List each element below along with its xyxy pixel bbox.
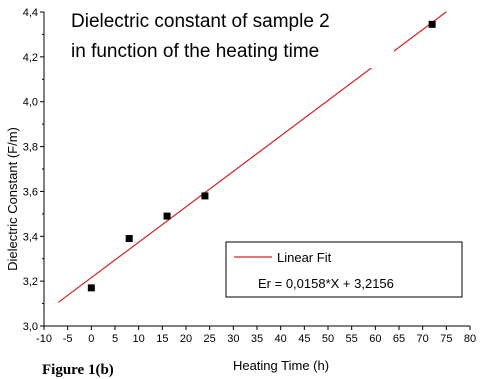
x-tick-label: -5 [63, 333, 73, 345]
y-axis: 3,0 3,2 3,4 3,6 3,8 4,0 4,2 4,4 [23, 7, 44, 333]
x-tick-label: -10 [36, 333, 52, 345]
x-tick-label: 25 [204, 333, 216, 345]
y-tick-label: 4,4 [23, 7, 38, 19]
x-axis-title: Heating Time (h) [233, 358, 329, 373]
x-tick-label: 35 [251, 333, 263, 345]
x-tick-label: 70 [417, 333, 429, 345]
legend-label-linear-fit: Linear Fit [277, 250, 332, 265]
legend-label-equation: Er = 0,0158*X + 3,2156 [258, 276, 394, 291]
x-tick-label: 10 [133, 333, 145, 345]
x-tick-label: 75 [440, 333, 452, 345]
data-point [125, 235, 133, 243]
y-tick-label: 4,0 [23, 97, 38, 109]
x-tick-label: 60 [369, 333, 381, 345]
x-tick-label: 40 [275, 333, 287, 345]
x-tick-label: 80 [464, 333, 476, 345]
y-tick-label: 3,4 [23, 231, 38, 243]
x-tick-label: 55 [346, 333, 358, 345]
x-tick-label: 50 [322, 333, 334, 345]
data-point [428, 20, 436, 28]
x-tick-label: 20 [180, 333, 192, 345]
x-tick-label: 5 [112, 333, 118, 345]
x-tick-label: 0 [88, 333, 94, 345]
x-tick-label: 45 [298, 333, 310, 345]
y-axis-title: Dielectric Constant (F/m) [5, 127, 20, 271]
figure-caption: Figure 1(b) [42, 362, 114, 378]
legend-box [225, 241, 463, 298]
y-tick-label: 3,6 [23, 186, 38, 198]
chart-title-line-2: in function of the heating time [71, 41, 319, 62]
y-tick-label: 3,2 [23, 276, 38, 288]
title-background [64, 4, 394, 68]
legend: Linear Fit Er = 0,0158*X + 3,2156 [225, 241, 463, 298]
chart-title-line-1: Dielectric constant of sample 2 [71, 11, 330, 32]
data-point [201, 192, 209, 200]
data-points-layer [87, 20, 436, 292]
y-tick-label: 4,2 [23, 52, 38, 64]
x-tick-label: 15 [156, 333, 168, 345]
data-point [87, 284, 95, 292]
x-tick-label: 30 [227, 333, 239, 345]
data-point [163, 212, 171, 220]
y-tick-label: 3,0 [23, 321, 38, 333]
x-axis: -10 -5 0 5 10 15 20 25 30 35 40 45 50 55 60 65 70 75 80 [36, 326, 476, 345]
y-tick-label: 3,8 [23, 142, 38, 154]
x-tick-label: 65 [393, 333, 405, 345]
